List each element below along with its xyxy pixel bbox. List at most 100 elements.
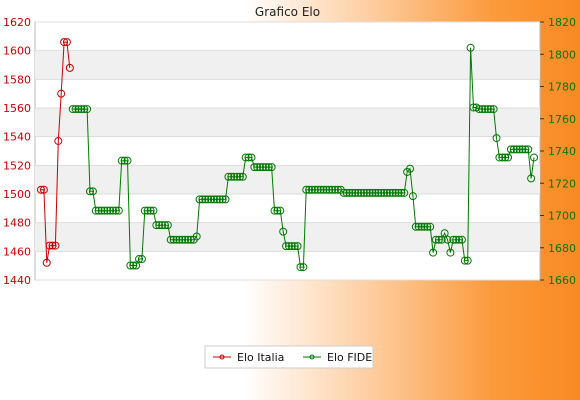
data-point [483,105,492,114]
y-right-tick-label: 1820 [548,16,576,29]
y-left-tick-label: 1460 [3,245,31,258]
data-point [426,222,435,231]
data-point [408,192,417,201]
series-elo-fide [68,43,538,272]
data-point [109,206,118,215]
data-point [218,195,227,204]
data-point [60,38,69,47]
data-point [486,105,495,114]
data-point [244,153,253,162]
legend-label: Elo FIDE [327,351,372,364]
data-point [325,185,334,194]
data-point [457,235,466,244]
data-point [498,153,507,162]
data-point [524,145,533,154]
data-point [354,188,363,197]
data-point [65,63,74,72]
data-point [235,172,244,181]
data-point [126,261,135,270]
data-point [331,185,340,194]
data-point [129,261,138,270]
data-point [463,256,472,265]
data-point [238,172,247,181]
data-point [382,188,391,197]
grid-band [35,165,540,194]
data-point [48,241,57,250]
data-point [328,185,337,194]
data-point [293,242,302,251]
data-point [504,153,513,162]
data-point [51,241,60,250]
chart-title: Grafico Elo [255,5,320,19]
y-right-tick-label: 1760 [548,113,576,126]
data-point [169,235,178,244]
data-point [264,163,273,172]
data-point [400,188,409,197]
data-point [385,188,394,197]
data-point [322,185,331,194]
data-point [443,235,452,244]
grid-band [35,50,540,80]
data-point [492,134,501,143]
data-point [91,206,100,215]
y-left-tick-label: 1620 [3,16,31,29]
data-point [62,38,71,47]
data-point [296,263,305,272]
data-point [509,145,518,154]
data-point [313,185,322,194]
data-point [460,256,469,265]
data-point [256,163,265,172]
data-point [253,163,262,172]
data-point [495,153,504,162]
data-point [501,153,510,162]
data-point [342,188,351,197]
data-point [37,185,45,194]
data-point [434,235,443,244]
data-point [152,221,161,230]
y-right-tick-label: 1720 [548,177,576,190]
data-point [71,105,80,114]
data-point [302,185,311,194]
y-right-tick-label: 1800 [548,48,576,61]
legend-label: Elo Italia [237,351,284,364]
data-point [117,156,126,165]
data-point [57,89,66,98]
data-point [489,105,498,114]
data-point [201,195,210,204]
data-point [290,242,299,251]
data-point [310,185,319,194]
data-point [224,172,233,181]
data-point [437,235,446,244]
y-left-tick-label: 1540 [3,131,31,144]
data-point [166,235,175,244]
data-point [227,172,236,181]
data-point [429,248,438,257]
data-point [209,195,218,204]
data-point [518,145,527,154]
data-point [184,235,193,244]
data-point [45,241,54,250]
grid-band [35,108,540,137]
data-point [530,153,538,162]
data-point [221,195,230,204]
data-point [466,43,475,52]
data-point [100,206,109,215]
data-point [299,263,308,272]
y-right-tick-label: 1700 [548,210,576,223]
data-point [449,235,458,244]
data-point [80,105,89,114]
data-point [137,255,146,264]
data-point [103,206,112,215]
data-point [414,222,423,231]
data-point [195,195,204,204]
legend-swatch-marker [219,354,225,360]
data-point [380,188,389,197]
y-left-tick-label: 1580 [3,73,31,86]
data-point [273,206,282,215]
data-point [394,188,403,197]
data-point [198,195,207,204]
y-right-tick-label: 1660 [548,274,576,287]
data-point [212,195,221,204]
